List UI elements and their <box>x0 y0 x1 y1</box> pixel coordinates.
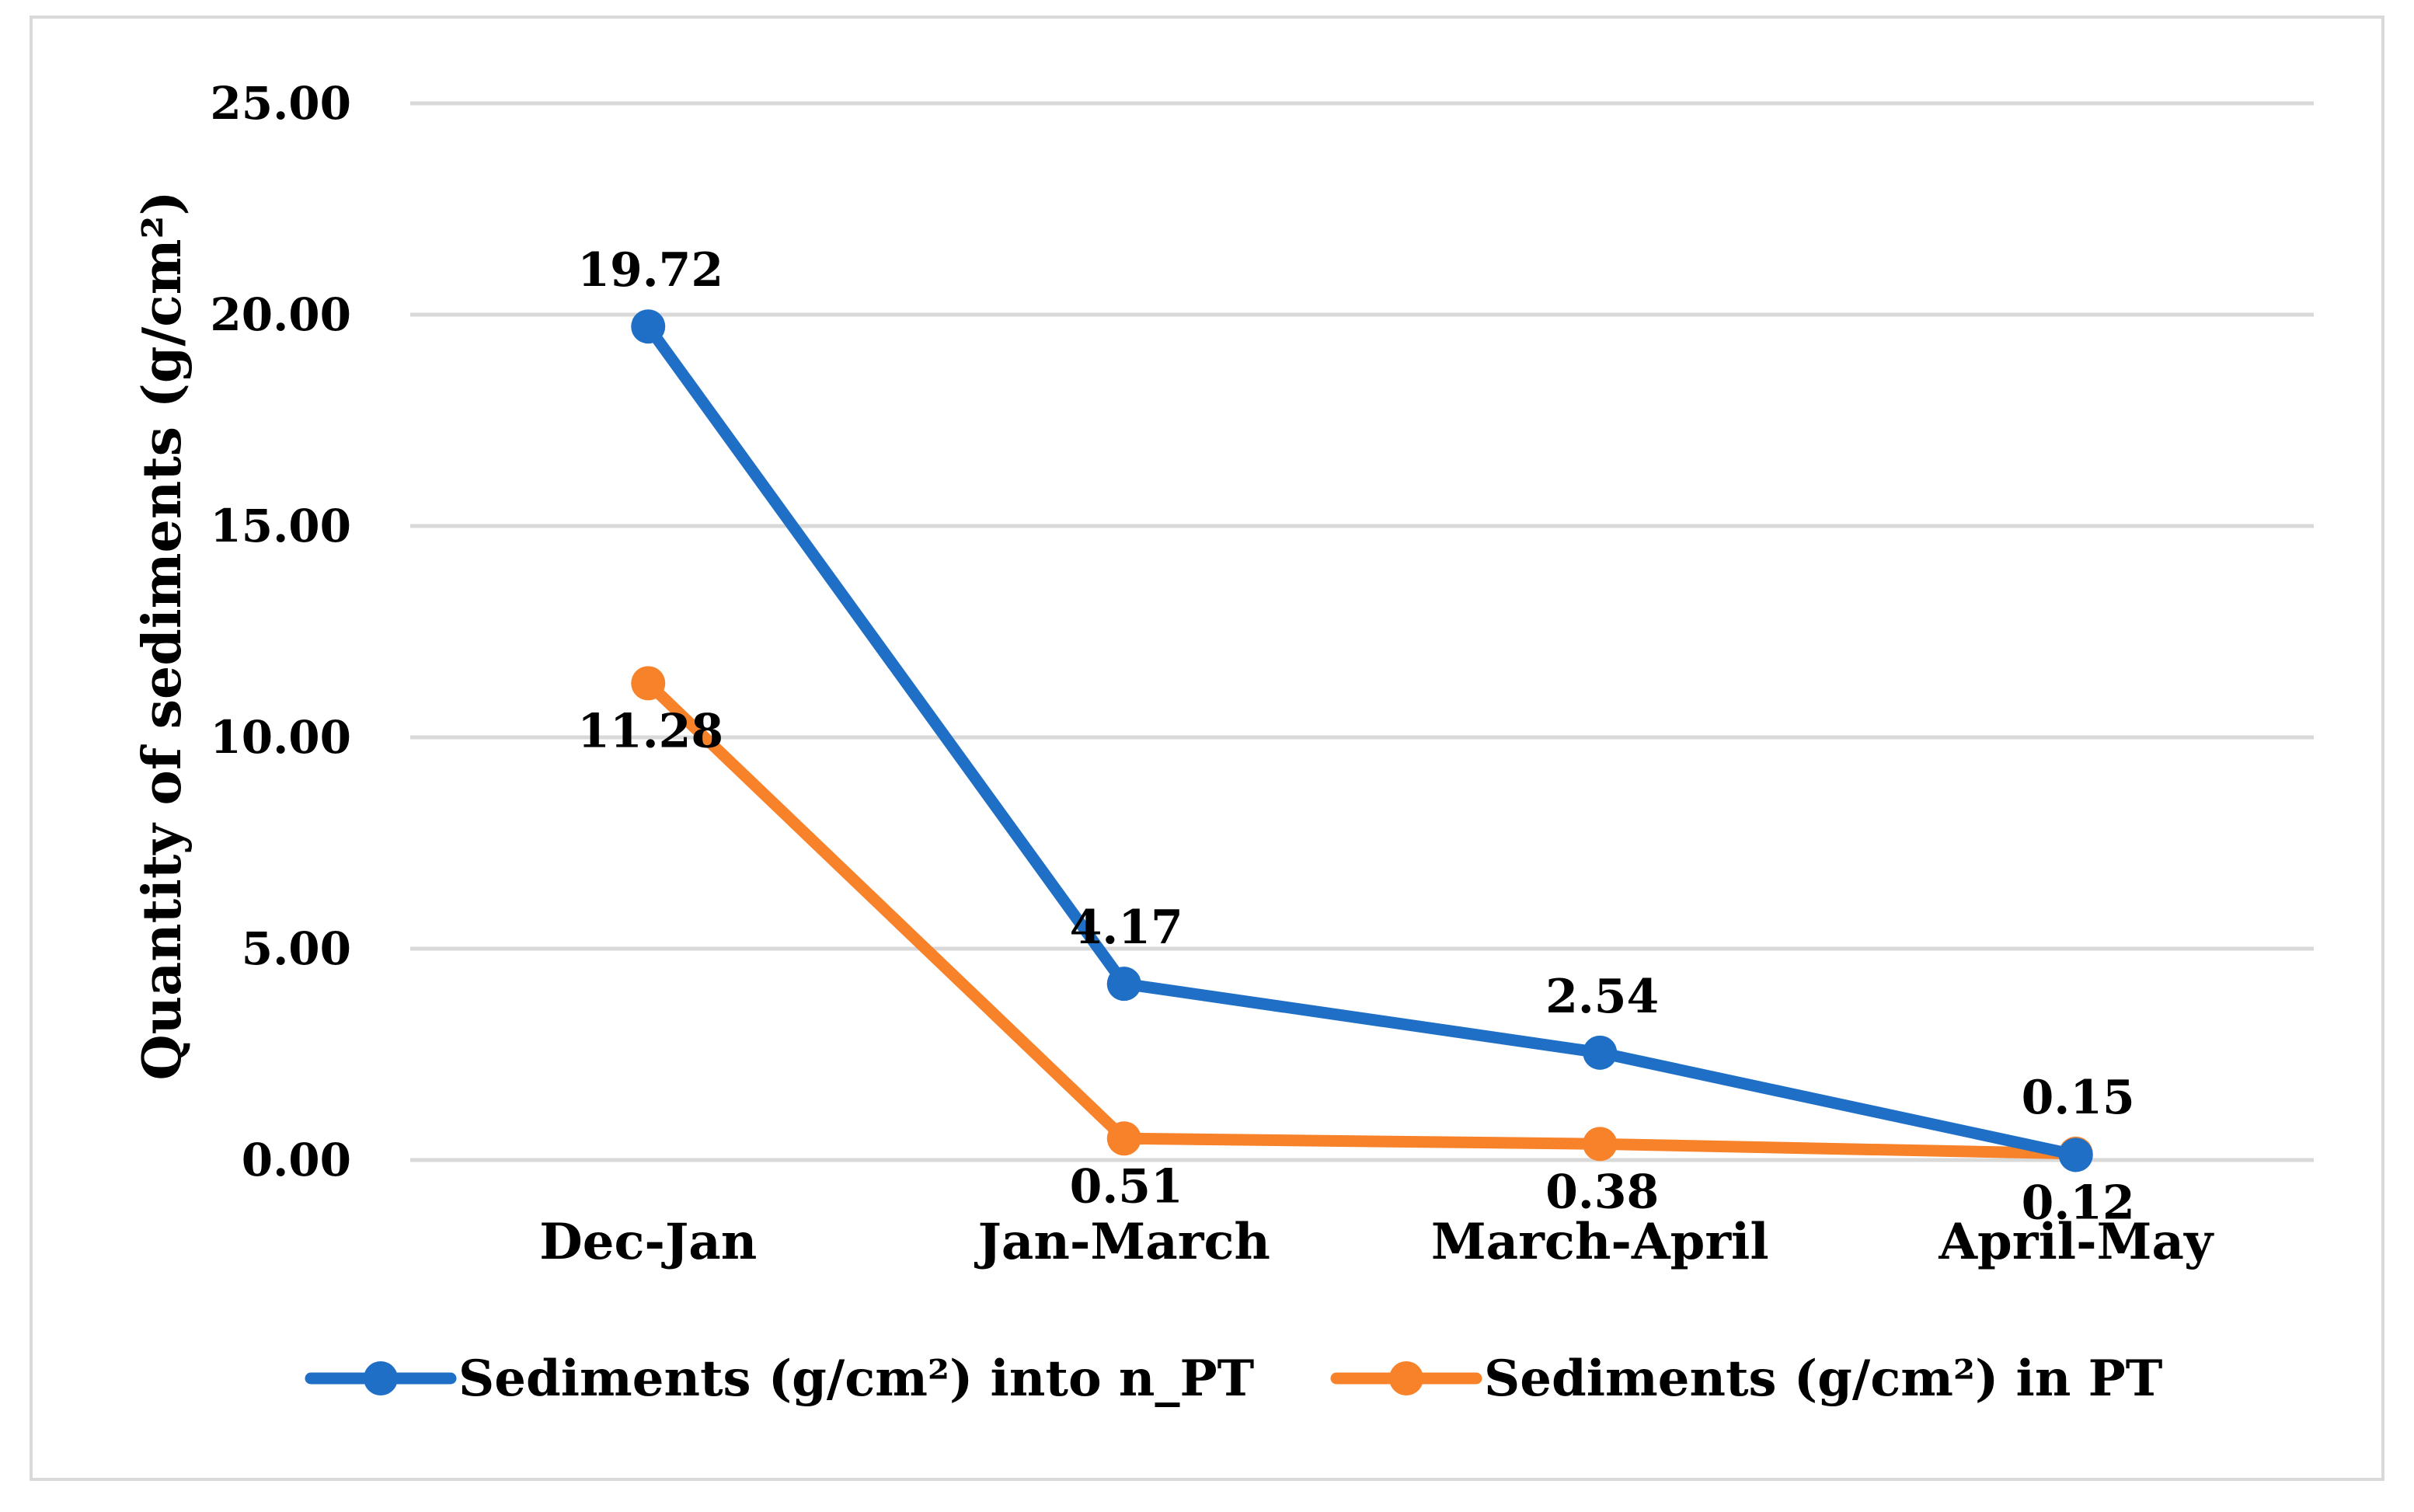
y-tick-label: 0.00 <box>242 1134 351 1186</box>
data-point <box>1106 967 1141 1002</box>
legend: Sediments (g/cm²) into n_PT Sediments (g/… <box>305 1350 2162 1408</box>
data-label: 2.54 <box>1545 970 1659 1024</box>
legend-label: Sediments (g/cm²) in PT <box>1484 1350 2162 1408</box>
series-line <box>642 677 2082 1160</box>
x-category-label: Dec-Jan <box>539 1213 757 1271</box>
grid-lines <box>410 101 2314 1162</box>
y-axis-title: Quantity of sediments (g/cm²) <box>131 190 193 1080</box>
x-category-label: April-May <box>1938 1213 2214 1271</box>
chart-frame <box>30 16 2384 1481</box>
data-label: 11.28 <box>577 704 723 758</box>
data-point <box>631 309 666 344</box>
data-labels: 19.72 4.17 2.54 0.12 11.28 0.51 0.38 0.15 <box>577 243 2135 1230</box>
data-point <box>2058 1137 2093 1172</box>
x-category-label: Jan-March <box>974 1213 1270 1271</box>
data-label: 0.12 <box>2022 1176 2135 1230</box>
data-label: 19.72 <box>577 243 723 298</box>
legend-label: Sediments (g/cm²) into n_PT <box>458 1350 1254 1408</box>
data-label: 4.17 <box>1070 901 1183 955</box>
data-label: 0.15 <box>2022 1071 2135 1125</box>
data-point <box>1583 1127 1618 1162</box>
data-label: 0.51 <box>1070 1159 1183 1214</box>
legend-marker <box>1389 1361 1423 1395</box>
y-tick-label: 10.00 <box>210 711 351 764</box>
data-point <box>1106 1121 1141 1156</box>
x-axis-categories: Dec-Jan Jan-March March-April April-May <box>539 1213 2214 1271</box>
x-category-label: March-April <box>1431 1213 1769 1271</box>
data-label: 0.38 <box>1545 1165 1659 1219</box>
data-point <box>631 666 666 701</box>
y-tick-label: 25.00 <box>210 77 351 130</box>
series-line <box>642 320 2082 1161</box>
y-tick-label: 20.00 <box>210 288 351 341</box>
y-tick-label: 15.00 <box>210 500 351 552</box>
y-axis-ticks: 0.00 5.00 10.00 15.00 20.00 25.00 <box>210 77 351 1186</box>
data-point <box>1583 1035 1618 1070</box>
series-layer <box>631 309 2093 1172</box>
legend-marker <box>364 1361 398 1395</box>
y-tick-label: 5.00 <box>242 922 351 975</box>
